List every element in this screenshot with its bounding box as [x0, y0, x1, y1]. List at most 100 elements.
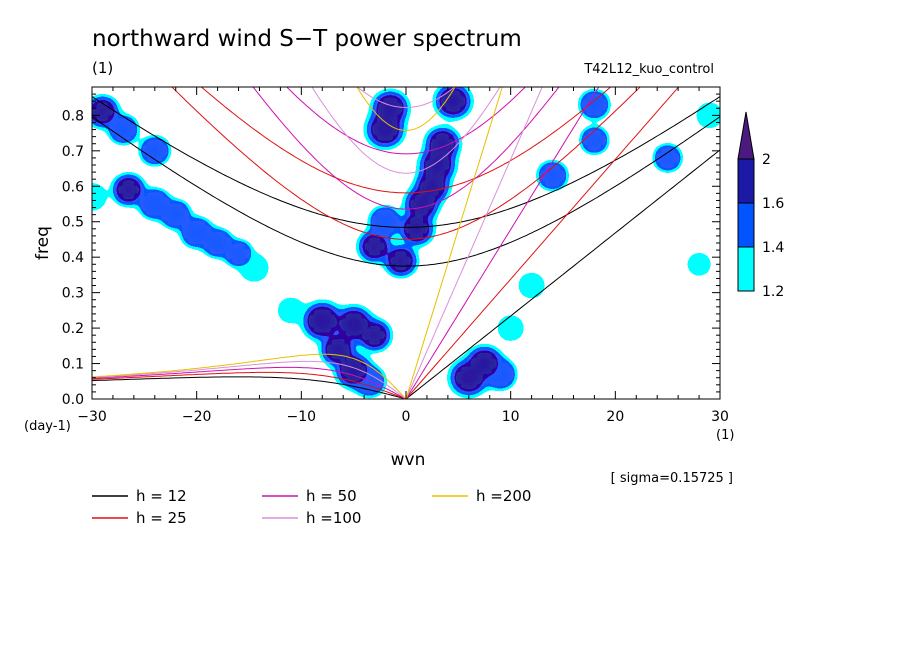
rossby-wave-h200	[92, 353, 407, 399]
gravity-wave-n2-h50	[286, 87, 526, 155]
spectral-peak-21	[115, 122, 132, 137]
spectral-peak-5	[425, 179, 440, 193]
gravity-wave-n2-h12	[92, 96, 720, 228]
spectral-peak-10	[394, 254, 408, 267]
kelvin-wave-h12	[405, 149, 720, 399]
spectral-peak-6	[414, 197, 429, 211]
spectral-peak-34	[660, 151, 675, 165]
rossby-wave-h12	[92, 376, 407, 399]
spectral-peak-14	[331, 343, 345, 356]
gravity-wave-n2-h100	[356, 87, 456, 109]
spectral-peak-9	[368, 240, 382, 253]
colorbar-arrow	[737, 111, 755, 160]
spectral-peak-37	[524, 279, 539, 292]
dispersion-curve-h100	[92, 87, 543, 399]
gravity-wave-n1-h100	[311, 87, 501, 174]
x-tick-label: −20	[182, 409, 212, 425]
gravity-wave-n1-h50	[252, 87, 560, 210]
spectral-peak-11	[313, 313, 331, 329]
spectral-peak-20	[96, 105, 109, 118]
spectral-peak-3	[435, 137, 450, 151]
rossby-wave-h100	[92, 360, 407, 399]
spectral-peak-29	[246, 260, 263, 276]
shade-level-1	[92, 88, 717, 392]
spectral-peak-8	[376, 214, 394, 230]
sigma-annotation: [ sigma=0.15725 ]	[611, 471, 733, 486]
gravity-wave-n2-h25	[200, 87, 612, 194]
spectrum-shading	[92, 88, 717, 392]
spectral-peak-13	[368, 329, 382, 342]
colorbar-label: 1.6	[762, 196, 784, 212]
x-axis-title: wvn	[391, 450, 426, 470]
legend-label-h200: h =200	[476, 487, 531, 505]
dispersion-curve-h200	[92, 87, 503, 399]
spectral-peak-38	[692, 258, 706, 270]
kelvin-wave-h200	[405, 87, 503, 399]
y-tick-label: 0.1	[62, 357, 84, 373]
dispersion-curve-h25	[92, 87, 680, 399]
spectral-peak-18	[476, 356, 493, 371]
rossby-wave-h25	[92, 371, 407, 399]
spectral-peak-28	[231, 247, 246, 260]
spectral-peak-2	[445, 94, 461, 108]
y-tick-label: 0.5	[62, 215, 84, 231]
y-axis-unit: (day-1)	[24, 419, 71, 434]
x-tick-label: −30	[77, 409, 107, 425]
y-tick-label: 0.7	[62, 144, 84, 160]
dispersion-curve-h12	[92, 96, 720, 399]
y-tick-label: 0.6	[62, 179, 84, 195]
chart-subtitle-case: T42L12_kuo_control	[583, 62, 714, 77]
spectral-peak-35	[702, 108, 717, 122]
chart-title: northward wind S−T power spectrum	[92, 26, 522, 52]
y-tick-label: 0.3	[62, 286, 84, 302]
plot-area	[92, 87, 720, 399]
spectral-peak-0	[382, 101, 398, 116]
spectral-peak-31	[283, 303, 298, 317]
dispersion-curve-h50	[92, 87, 600, 399]
axis-ticks: −30 −20 −10 0 10 20 30 0.0 0.1 0.2 0.3 0.4 0.5 0.6 0.7…	[62, 86, 729, 425]
plot-frame	[91, 86, 721, 400]
y-tick-label: 0.8	[62, 108, 84, 124]
colorbar-label: 1.2	[762, 284, 784, 300]
legend-label-h100: h =100	[306, 509, 361, 527]
x-tick-label: −10	[287, 409, 317, 425]
x-axis-unit: (1)	[716, 428, 734, 443]
spectral-peak-27	[209, 236, 226, 250]
x-tick-label: 0	[402, 409, 411, 425]
colorbar-label: 1.4	[762, 240, 784, 256]
legend: h = 12 h = 25 h = 50 h =100 h =200	[92, 487, 531, 527]
spectral-peak-7	[409, 222, 424, 236]
gravity-wave-n1-h12	[92, 116, 720, 267]
spectral-peak-1	[377, 122, 394, 137]
spectral-peak-17	[460, 370, 477, 386]
gravity-wave-n1-h200	[356, 87, 456, 132]
spectral-peak-22	[147, 143, 163, 158]
colorbar-box-2	[737, 202, 755, 248]
x-tick-label: 10	[502, 409, 520, 425]
rossby-wave-h50	[92, 366, 407, 399]
x-tick-label: 30	[711, 409, 729, 425]
colorbar-label: 2	[762, 152, 771, 168]
colorbar-box-3	[737, 158, 755, 204]
legend-label-h12: h = 12	[136, 487, 187, 505]
kelvin-wave-h100	[405, 87, 543, 399]
dispersion-curves	[92, 87, 720, 399]
x-tick-label: 20	[606, 409, 624, 425]
kelvin-wave-h25	[405, 87, 680, 399]
spectral-peak-36	[503, 321, 518, 335]
spectral-peak-33	[587, 133, 602, 147]
colorbar: 1.2 1.4 1.6 2	[737, 111, 784, 300]
spectral-peak-19	[491, 366, 509, 382]
y-tick-label: 0.4	[62, 250, 84, 266]
spectral-peak-32	[544, 168, 561, 183]
spectral-peak-4	[429, 158, 445, 172]
spectral-peak-24	[146, 196, 164, 212]
spectral-peak-23	[122, 183, 136, 196]
y-axis-title: freq	[33, 226, 53, 260]
spectral-peak-26	[188, 224, 206, 241]
gravity-wave-n1-h25	[171, 87, 641, 240]
spectral-peak-25	[167, 207, 184, 222]
chart-subtitle-unit: (1)	[92, 59, 113, 77]
y-tick-label: 0.2	[62, 321, 84, 337]
